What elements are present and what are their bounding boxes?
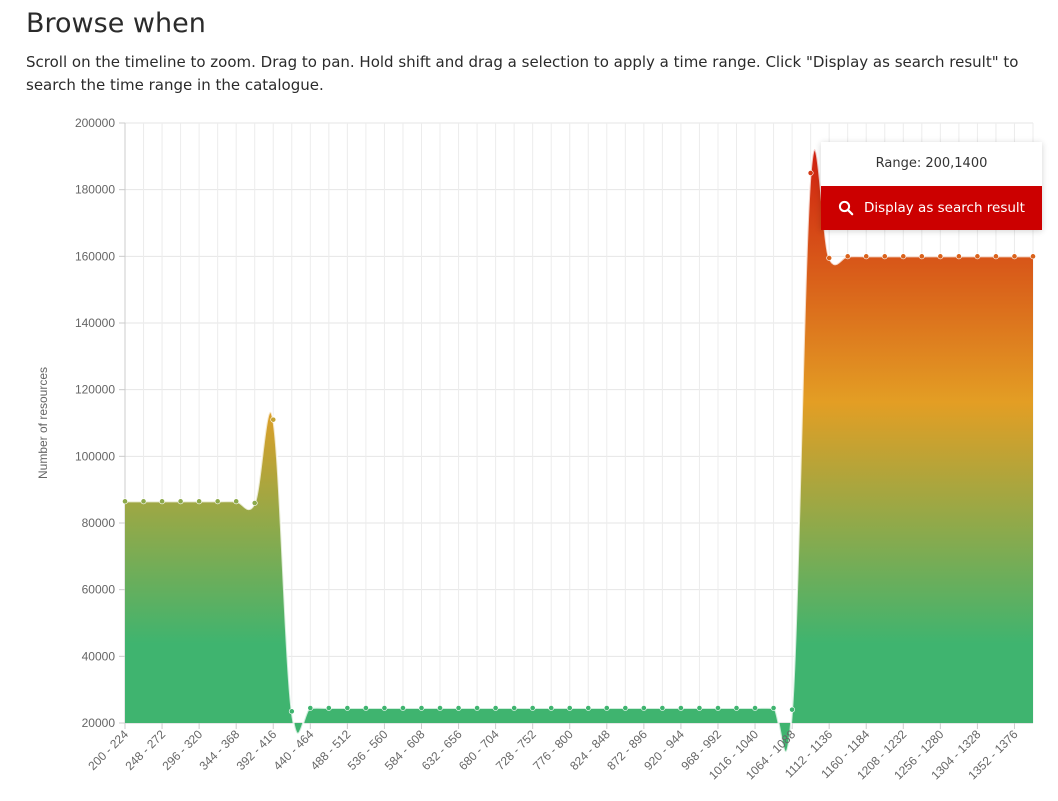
data-point[interactable] (122, 498, 128, 505)
data-point[interactable] (362, 705, 369, 711)
data-point[interactable] (233, 498, 240, 505)
data-point[interactable] (381, 705, 388, 711)
y-tick-label: 80000 (82, 516, 116, 530)
data-point[interactable] (900, 253, 907, 260)
data-point[interactable] (585, 705, 592, 711)
data-point[interactable] (844, 253, 851, 260)
data-point[interactable] (807, 170, 814, 176)
data-point[interactable] (177, 498, 184, 505)
data-point[interactable] (548, 705, 555, 711)
series-area (125, 149, 1033, 753)
data-point[interactable] (214, 498, 221, 505)
data-point[interactable] (288, 708, 295, 715)
data-point[interactable] (325, 705, 332, 711)
data-point[interactable] (622, 705, 629, 711)
data-point[interactable] (974, 253, 981, 260)
data-point[interactable] (993, 253, 999, 260)
data-point[interactable] (251, 500, 258, 506)
data-point[interactable] (270, 416, 277, 423)
y-axis-title: Number of resources (36, 367, 50, 479)
data-point[interactable] (418, 705, 425, 711)
range-panel: Range: 200,1400 Display as search result (821, 142, 1042, 230)
data-point[interactable] (770, 705, 777, 711)
data-point[interactable] (918, 253, 925, 260)
y-tick-label: 180000 (75, 183, 115, 197)
data-point[interactable] (1030, 253, 1036, 260)
page-description: Scroll on the timeline to zoom. Drag to … (26, 53, 1019, 94)
page-title: Browse when (26, 8, 206, 39)
y-tick-label: 160000 (75, 249, 115, 263)
data-point[interactable] (733, 705, 740, 711)
data-point[interactable] (159, 498, 165, 505)
data-point[interactable] (437, 705, 443, 711)
data-point[interactable] (140, 498, 147, 505)
data-point[interactable] (863, 253, 870, 260)
data-point[interactable] (659, 705, 666, 711)
y-tick-label: 140000 (75, 316, 115, 330)
data-point[interactable] (474, 705, 480, 711)
data-point[interactable] (937, 253, 944, 260)
data-point[interactable] (196, 498, 203, 505)
data-point[interactable] (1011, 253, 1018, 260)
y-tick-label: 200000 (75, 116, 115, 130)
data-point[interactable] (307, 705, 314, 711)
data-point[interactable] (492, 705, 499, 711)
data-point[interactable] (566, 705, 573, 711)
data-point[interactable] (715, 705, 721, 711)
data-point[interactable] (400, 705, 406, 711)
y-tick-label: 60000 (82, 583, 116, 597)
data-point[interactable] (603, 705, 610, 711)
y-tick-label: 100000 (75, 449, 115, 463)
data-point[interactable] (955, 253, 962, 260)
data-point[interactable] (678, 705, 684, 711)
range-label: Range: 200,1400 (875, 156, 988, 171)
y-tick-label: 40000 (82, 649, 116, 663)
y-tick-label: 20000 (82, 716, 116, 730)
data-point[interactable] (826, 255, 833, 261)
data-point[interactable] (789, 706, 796, 713)
data-point[interactable] (511, 705, 518, 711)
search-icon (838, 200, 854, 216)
data-point[interactable] (344, 705, 351, 711)
data-point[interactable] (455, 705, 462, 711)
data-point[interactable] (640, 705, 647, 711)
chart-series (122, 148, 1036, 754)
data-point[interactable] (752, 705, 758, 711)
display-as-search-result-label: Display as search result (864, 200, 1025, 216)
data-point[interactable] (696, 705, 703, 711)
data-point[interactable] (881, 253, 888, 260)
display-as-search-result-button[interactable]: Display as search result (821, 186, 1042, 230)
data-point[interactable] (529, 705, 536, 711)
y-tick-label: 120000 (75, 383, 115, 397)
